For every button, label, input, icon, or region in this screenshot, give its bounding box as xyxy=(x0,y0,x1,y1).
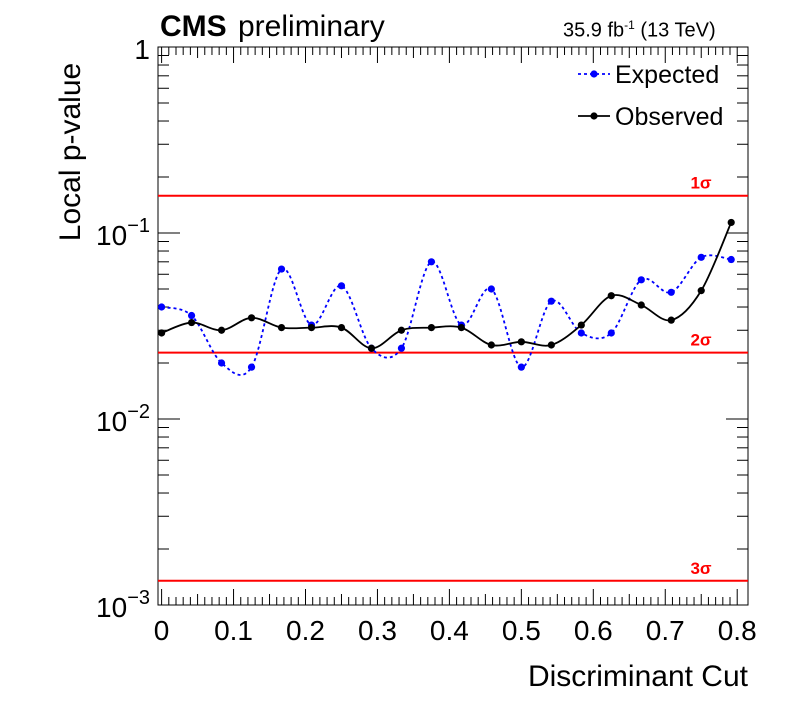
expected-point xyxy=(427,258,436,266)
expected-point xyxy=(637,276,645,284)
x-tick-label: 0.2 xyxy=(286,615,325,646)
expected-point xyxy=(397,344,406,352)
experiment-label: CMS xyxy=(160,10,227,43)
y-tick-label: 1 xyxy=(134,34,150,65)
observed-point xyxy=(397,326,406,334)
x-axis-label: Discriminant Cut xyxy=(527,660,748,693)
expected-point xyxy=(517,363,525,371)
x-tick-label: 0.5 xyxy=(502,615,541,646)
expected-point xyxy=(337,282,346,290)
x-tick-label: 0.4 xyxy=(430,615,469,646)
y-tick-label: 10−2 xyxy=(96,401,150,437)
expected-curve xyxy=(161,254,732,376)
plot-frame xyxy=(157,46,749,606)
x-tick-label: 0.8 xyxy=(718,615,757,646)
expected-point xyxy=(187,311,196,320)
expected-point xyxy=(667,288,675,296)
sigma-label: 3σ xyxy=(690,559,711,578)
expected-point xyxy=(607,329,615,337)
legend-label: Expected xyxy=(615,61,719,89)
legend-marker xyxy=(590,70,598,78)
expected-point xyxy=(157,303,166,311)
observed-curve xyxy=(161,222,733,350)
expected-point xyxy=(217,359,226,367)
expected-point xyxy=(547,297,555,305)
y-tick-label: 10−1 xyxy=(96,215,150,251)
x-tick-label: 0.1 xyxy=(214,615,253,646)
observed-point xyxy=(157,329,166,337)
observed-point xyxy=(637,301,645,309)
x-tick-label: 0 xyxy=(154,615,170,646)
observed-point xyxy=(247,314,256,322)
expected-point xyxy=(697,253,705,261)
expected-point xyxy=(277,265,286,273)
observed-point xyxy=(727,218,735,227)
observed-point xyxy=(187,318,196,327)
observed-point xyxy=(367,344,376,352)
observed-point xyxy=(277,324,286,332)
legend-label: Observed xyxy=(615,103,723,131)
observed-point xyxy=(577,321,585,329)
observed-point xyxy=(517,338,525,346)
x-tick-label: 0.7 xyxy=(646,615,685,646)
lumi-exponent: -1 xyxy=(624,18,635,32)
status-label: preliminary xyxy=(238,10,385,43)
observed-point xyxy=(337,324,346,332)
expected-point xyxy=(727,255,735,264)
expected-point xyxy=(577,329,585,337)
lumi-prefix: 35.9 fb xyxy=(563,19,625,42)
y-tick-label: 10−3 xyxy=(96,587,150,623)
sigma-label: 1σ xyxy=(690,174,711,193)
x-tick-label: 0.3 xyxy=(358,615,397,646)
x-tick-label: 0.6 xyxy=(574,615,613,646)
expected-point xyxy=(487,285,495,293)
observed-point xyxy=(487,341,495,349)
observed-point xyxy=(607,292,615,300)
lumi-suffix: (13 TeV) xyxy=(634,19,716,42)
observed-point xyxy=(427,324,436,332)
observed-point xyxy=(307,324,316,332)
legend-marker xyxy=(590,112,598,120)
expected-point xyxy=(247,363,256,371)
observed-point xyxy=(547,341,555,349)
observed-point xyxy=(457,324,465,332)
observed-point xyxy=(667,316,675,324)
luminosity-label: 35.9 fb-1 (13 TeV) xyxy=(563,18,716,43)
observed-point xyxy=(697,287,705,295)
sigma-label: 2σ xyxy=(690,331,711,350)
observed-point xyxy=(217,326,226,334)
